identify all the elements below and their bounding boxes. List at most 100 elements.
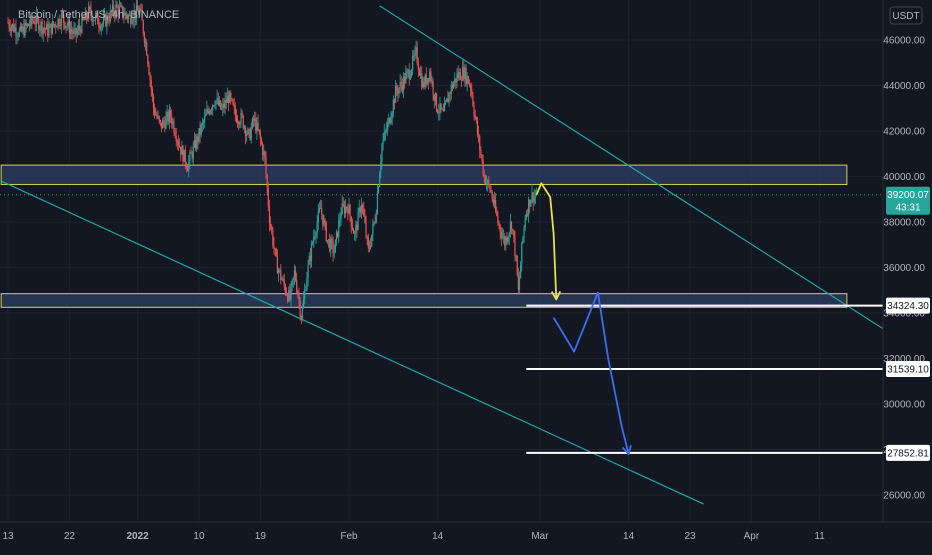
candle-body	[15, 27, 17, 37]
candle-body	[266, 175, 268, 189]
candle-body	[67, 20, 69, 26]
candle-body	[445, 101, 447, 104]
candle-body	[324, 220, 326, 223]
candle-body	[484, 176, 486, 185]
candle-body	[255, 118, 257, 132]
candle-body	[520, 264, 522, 279]
candle-body	[287, 294, 289, 302]
candle-body	[180, 146, 182, 155]
candle-body	[63, 15, 65, 23]
candle-body	[54, 24, 56, 26]
candle-body	[357, 211, 359, 231]
candle-body	[121, 5, 123, 7]
candle-body	[190, 152, 192, 154]
candles	[7, 0, 538, 324]
candle-body	[391, 112, 393, 119]
candle-body	[439, 103, 441, 113]
candle-body	[194, 140, 197, 149]
candle-body	[75, 28, 77, 35]
candle-body	[34, 23, 36, 25]
candle-body	[256, 122, 258, 132]
candle-body	[110, 10, 113, 13]
candle-body	[238, 122, 240, 125]
candle-body	[533, 195, 535, 203]
candle-body	[52, 21, 55, 26]
price-label-value: 27852.81	[887, 448, 929, 459]
candle-body	[510, 222, 513, 230]
header-separator-2: ,	[124, 9, 131, 21]
candle-body	[230, 92, 232, 99]
candle-body	[237, 121, 239, 123]
time-axis-background	[0, 522, 932, 550]
candle-body	[446, 98, 448, 102]
candle-body	[149, 74, 151, 80]
candle-body	[268, 206, 271, 224]
candle-body	[408, 70, 410, 80]
candle-body	[133, 11, 135, 22]
candle-body	[438, 112, 440, 114]
candle-body	[192, 146, 194, 159]
candle-body	[338, 220, 340, 237]
candle-body	[119, 5, 122, 7]
candle-body	[517, 275, 519, 290]
forecast-path-yellow-arrowhead	[550, 290, 562, 301]
candle-body	[267, 188, 269, 207]
candle-body	[244, 127, 247, 137]
candle-body	[455, 78, 457, 83]
currency-box[interactable]	[889, 6, 923, 25]
candle-body	[387, 122, 389, 130]
candle-body	[475, 117, 477, 121]
candle-body	[441, 108, 443, 110]
candle-body	[515, 255, 517, 257]
candle-body	[527, 199, 530, 215]
time-tick-label: 19	[255, 531, 267, 542]
candle-body	[97, 13, 99, 25]
candle-body	[214, 105, 216, 106]
candle-body	[429, 71, 431, 81]
candle-body	[454, 78, 456, 84]
candle-body	[176, 141, 178, 143]
candle-body	[10, 26, 13, 31]
candle-body	[213, 105, 215, 107]
candle-body	[384, 131, 386, 133]
candle-body	[71, 29, 73, 32]
candle-body	[111, 5, 114, 13]
candle-body	[352, 229, 355, 234]
candle-body	[296, 280, 298, 292]
candle-body	[522, 237, 524, 242]
candle-body	[84, 11, 86, 20]
candle-body	[154, 108, 156, 115]
price-axis[interactable]: USDT 26000.0028000.0030000.0032000.00340…	[882, 0, 932, 522]
candle-body	[86, 18, 89, 19]
price-tick-label: 30000.00	[883, 400, 925, 411]
candle-body	[340, 214, 342, 220]
candle-body	[158, 116, 160, 121]
candle-body	[8, 22, 10, 28]
candle-body	[126, 15, 128, 19]
candle-body	[395, 85, 397, 103]
candle-body	[382, 139, 384, 145]
candle-body	[430, 71, 432, 82]
candle-body	[65, 26, 67, 28]
candle-body	[523, 226, 525, 238]
price-axis-background	[883, 0, 932, 522]
candle-body	[342, 203, 344, 206]
time-tick-label: 13	[2, 531, 14, 542]
candle-body	[496, 210, 498, 216]
candle-body	[524, 218, 526, 227]
candle-body	[514, 236, 516, 257]
candle-body	[285, 292, 288, 295]
candle-body	[13, 24, 15, 32]
candle-body	[114, 13, 116, 16]
candle-body	[525, 214, 527, 219]
candle-body	[366, 236, 368, 238]
candle-body	[140, 8, 142, 11]
candle-body	[354, 233, 356, 234]
time-axis[interactable]: 13 22 2022 10 19 Feb 14 Mar 14 23 Apr 11	[0, 521, 932, 550]
candle-body	[330, 238, 332, 251]
candle-body	[385, 129, 388, 132]
candle-body	[24, 22, 26, 36]
candle-body	[234, 106, 236, 116]
